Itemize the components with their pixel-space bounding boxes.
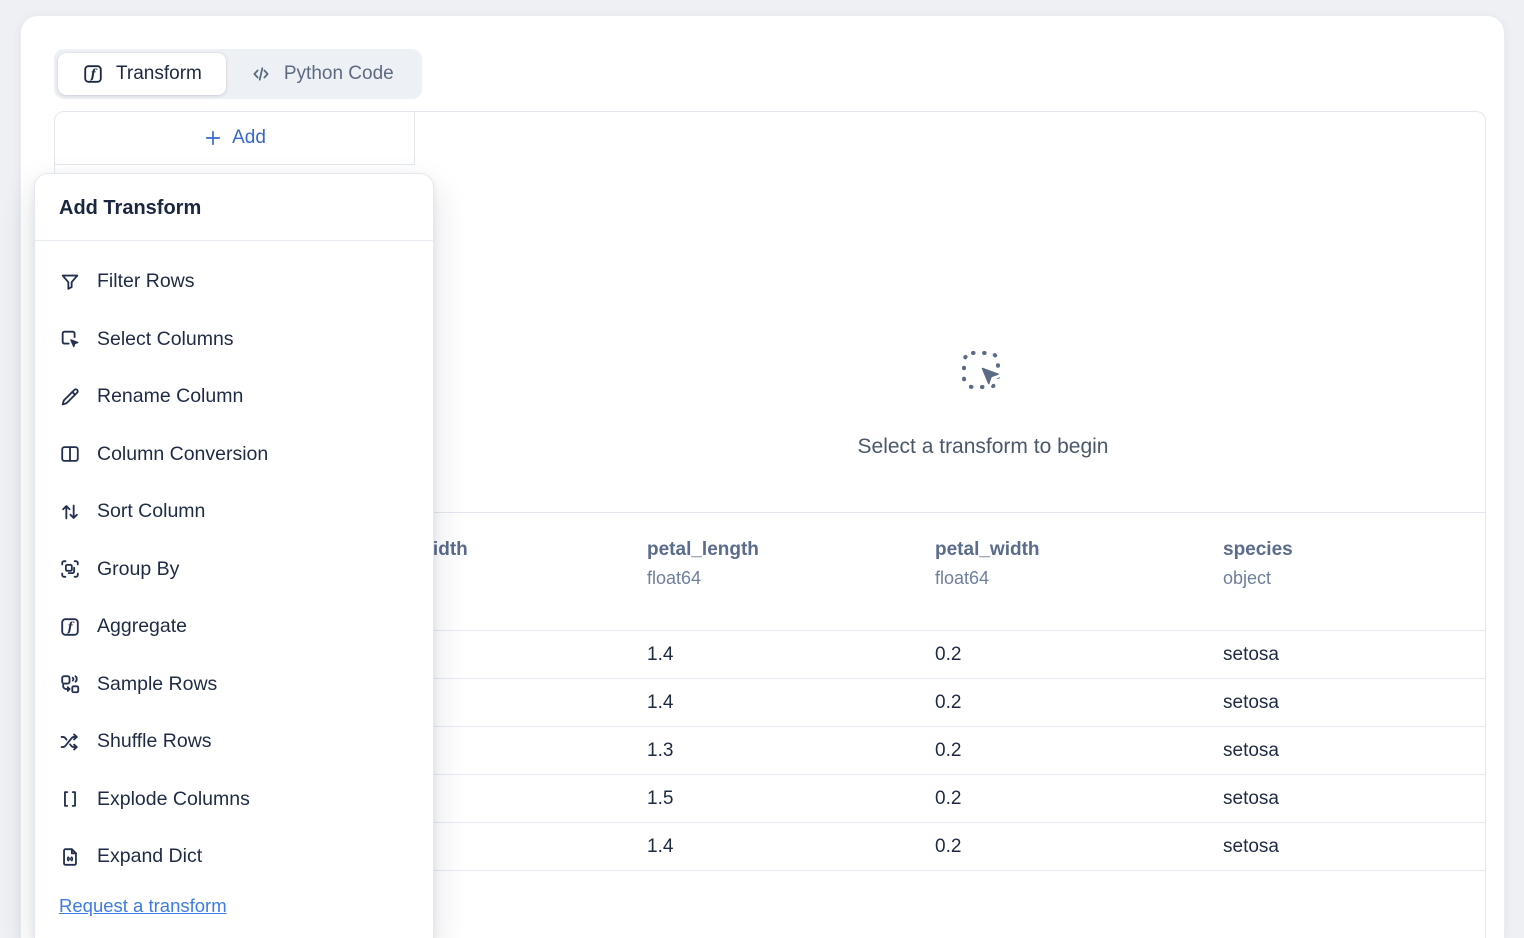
table-cell: 0.2 (935, 644, 962, 665)
add-button-label: Add (232, 127, 266, 148)
table-cell: setosa (1223, 692, 1279, 713)
column-header-petal_width: petal_width float64 (935, 539, 1040, 589)
menu-item-label: Rename Column (97, 385, 244, 408)
menu-item-label: Aggregate (97, 615, 187, 638)
menu-item-aggregate[interactable]: f Aggregate (35, 598, 433, 656)
menu-item-label: Expand Dict (97, 845, 203, 868)
menu-item-shuffle-rows[interactable]: Shuffle Rows (35, 713, 433, 771)
menu-item-explode-columns[interactable]: Explode Columns (35, 771, 433, 829)
menu-item-label: Column Conversion (97, 442, 269, 465)
expand-dict-icon (59, 846, 81, 868)
table-cell: 0.2 (935, 692, 962, 713)
filter-icon (59, 271, 81, 293)
menu-item-label: Explode Columns (97, 787, 250, 810)
column-name: petal_width (935, 539, 1040, 560)
table-cell: setosa (1223, 788, 1279, 809)
column-header-species: species object (1223, 539, 1293, 589)
column-dtype: float64 (935, 568, 990, 588)
table-row: 1.4 0.2 setosa (55, 631, 1485, 679)
table-cell: 0.2 (935, 740, 962, 761)
menu-item-rename-column[interactable]: Rename Column (35, 368, 433, 426)
sort-icon (59, 501, 81, 523)
menu-title: Add Transform (59, 197, 202, 219)
tab-transform[interactable]: f Transform (58, 53, 226, 95)
code-icon (250, 63, 272, 85)
add-transform-menu: Add Transform Filter Rows Select Columns R… (34, 173, 434, 938)
menu-item-sort-column[interactable]: Sort Column (35, 483, 433, 541)
menu-item-group-by[interactable]: Group By (35, 541, 433, 599)
column-conversion-icon (59, 443, 81, 465)
table-cell: setosa (1223, 836, 1279, 857)
table-cell: 1.5 (647, 788, 674, 809)
empty-state-message: Select a transform to begin (857, 435, 1109, 458)
table-row: 1.4 0.2 setosa (55, 823, 1485, 871)
table-cell: 1.4 (647, 836, 674, 857)
table-cell: 1.4 (647, 692, 674, 713)
rename-icon (59, 386, 81, 408)
column-name: petal_length (647, 539, 759, 560)
menu-item-column-conversion[interactable]: Column Conversion (35, 426, 433, 484)
menu-item-label: Sort Column (97, 500, 206, 523)
column-header-petal_length: petal_length float64 (647, 539, 759, 589)
table-cell: 0.2 (935, 788, 962, 809)
column-dtype: float64 (647, 568, 702, 588)
table-row: 1.3 0.2 setosa (55, 727, 1485, 775)
menu-item-label: Shuffle Rows (97, 730, 212, 753)
menu-item-expand-dict[interactable]: Expand Dict (35, 828, 433, 886)
function-icon: f (82, 63, 104, 85)
select-columns-icon (59, 328, 81, 350)
plus-icon (203, 128, 223, 148)
menu-item-label: Filter Rows (97, 270, 195, 293)
menu-item-label: Group By (97, 557, 180, 580)
shuffle-icon (59, 731, 81, 753)
group-by-icon (59, 558, 81, 580)
aggregate-icon: f (59, 616, 81, 638)
column-name: species (1223, 539, 1293, 560)
sample-rows-icon (59, 673, 81, 695)
tab-label: Python Code (283, 63, 394, 84)
column-dtype: object (1223, 568, 1272, 588)
request-transform-link[interactable]: Request a transform (59, 894, 227, 916)
menu-item-filter-rows[interactable]: Filter Rows (35, 253, 433, 311)
menu-item-label: Sample Rows (97, 672, 218, 695)
menu-item-select-columns[interactable]: Select Columns (35, 311, 433, 369)
table-cell: 1.3 (647, 740, 674, 761)
table-cell: 1.4 (647, 644, 674, 665)
table-row: 1.4 0.2 setosa (55, 679, 1485, 727)
transform-widget-card: f Transform Python Code Add Select a trans… (20, 15, 1505, 938)
menu-list: Filter Rows Select Columns Rename Column Co… (35, 241, 433, 886)
menu-divider (35, 240, 433, 241)
cursor-select-icon (959, 348, 1007, 396)
add-transform-button[interactable]: Add (55, 112, 415, 165)
table-row: 1.5 0.2 setosa (55, 775, 1485, 823)
table-cell: 0.2 (935, 836, 962, 857)
svg-text:f: f (67, 620, 75, 634)
explode-icon (59, 788, 81, 810)
tab-python-code[interactable]: Python Code (226, 53, 418, 95)
svg-text:f: f (90, 67, 98, 81)
menu-item-sample-rows[interactable]: Sample Rows (35, 656, 433, 714)
menu-item-label: Select Columns (97, 327, 234, 350)
tab-label: Transform (116, 63, 202, 84)
table-cell: setosa (1223, 740, 1279, 761)
tab-bar: f Transform Python Code (54, 49, 422, 99)
table-cell: setosa (1223, 644, 1279, 665)
